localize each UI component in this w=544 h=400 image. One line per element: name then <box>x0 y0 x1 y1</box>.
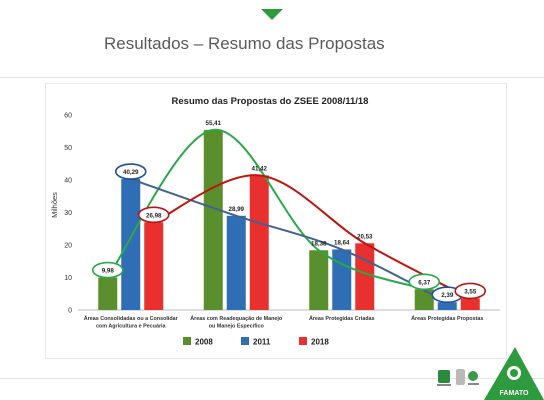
y-axis: 0 10 20 30 40 50 60 <box>64 113 72 315</box>
y-axis-label: Milhões <box>50 192 59 218</box>
x-tick-label: com Agricultura e Pecuária <box>96 324 167 330</box>
chart-title: Resumo das Propostas do ZSEE 2008/11/18 <box>172 96 369 107</box>
bar-2018-2 <box>249 175 269 310</box>
x-tick-label: Áreas Consolidadas ou a Consolidar <box>84 315 179 322</box>
label-highlight-circle <box>114 163 147 180</box>
footer-logos: FAMATO <box>437 347 544 400</box>
y-tick-label: 30 <box>64 210 72 217</box>
footer-divider <box>0 378 544 379</box>
bar-2011-2 <box>226 215 246 310</box>
bars <box>98 129 480 310</box>
logo-text: FAMATO <box>500 390 529 397</box>
data-label-2008-1: 9,98 <box>102 268 115 275</box>
bar-2011-3 <box>332 249 352 310</box>
data-label-2018-3: 20,53 <box>357 233 373 240</box>
y-tick-label: 40 <box>64 178 72 185</box>
sponsor-logo <box>468 371 479 385</box>
legend-label-2008: 2008 <box>195 338 213 347</box>
legend-swatch-2011 <box>241 337 249 345</box>
bar-2008-2 <box>203 129 223 310</box>
bar-2008-1 <box>98 277 118 310</box>
legend: 2008 2011 2018 <box>183 337 329 347</box>
x-axis-labels: Áreas Consolidadas ou a Consolidar com Ag… <box>84 315 484 330</box>
label-highlight-circle <box>137 206 170 224</box>
bar-2018-4 <box>460 298 480 310</box>
data-label-2011-2: 28,99 <box>229 206 245 213</box>
sponsor-logo <box>437 370 451 386</box>
data-label-2008-3: 18,38 <box>311 240 327 247</box>
trendline-2008 <box>106 128 426 291</box>
slide-title: Resultados – Resumo das Propostas <box>104 34 385 53</box>
data-label-2008-2: 55,41 <box>206 120 222 127</box>
label-highlight-circle <box>91 261 124 279</box>
y-tick-label: 60 <box>64 113 72 120</box>
title-divider <box>0 77 544 78</box>
famato-logo: FAMATO <box>484 347 544 400</box>
y-tick-label: 0 <box>68 308 72 315</box>
sponsor-logo <box>456 369 465 385</box>
trendline-2018 <box>152 174 472 300</box>
bar-2011-4 <box>437 302 457 310</box>
legend-swatch-2018 <box>299 337 307 345</box>
legend-label-2011: 2011 <box>253 338 271 347</box>
bar-2018-3 <box>355 243 375 310</box>
data-labels: 9,98 55,41 18,38 6,37 40,29 28,99 18,64 2,39 26,… <box>91 120 487 304</box>
y-tick-label: 10 <box>64 275 72 282</box>
x-tick-label: Áreas com Readequação de Manejo <box>190 315 283 322</box>
bar-2008-3 <box>309 250 329 310</box>
bar-2008-4 <box>414 289 434 310</box>
label-highlight-circle <box>454 282 487 300</box>
bar-2011-1 <box>121 179 141 310</box>
data-label-2011-3: 18,64 <box>334 239 350 246</box>
data-label-2011-1: 40,29 <box>123 169 139 176</box>
bar-2018-1 <box>144 222 164 310</box>
y-tick-label: 20 <box>64 243 72 250</box>
label-highlight-circle <box>408 273 441 291</box>
data-label-2018-2: 41,42 <box>252 165 268 172</box>
x-tick-label: Áreas Protegidas Criadas <box>309 315 375 322</box>
trendlines <box>106 128 472 304</box>
y-tick-label: 50 <box>64 145 72 152</box>
x-tick-label: ou Manejo Específico <box>209 324 265 330</box>
data-label-2008-4: 6,37 <box>418 279 431 286</box>
data-label-2018-1: 26,98 <box>146 212 162 219</box>
data-label-2011-4: 2,39 <box>441 292 454 299</box>
data-label-2018-4: 3,55 <box>464 288 477 295</box>
triangle-down-icon <box>261 9 283 20</box>
legend-swatch-2008 <box>183 337 191 345</box>
legend-label-2018: 2018 <box>311 338 329 347</box>
x-tick-label: Áreas Protegidas Propostas <box>411 315 483 322</box>
trendline-2011 <box>129 178 449 304</box>
